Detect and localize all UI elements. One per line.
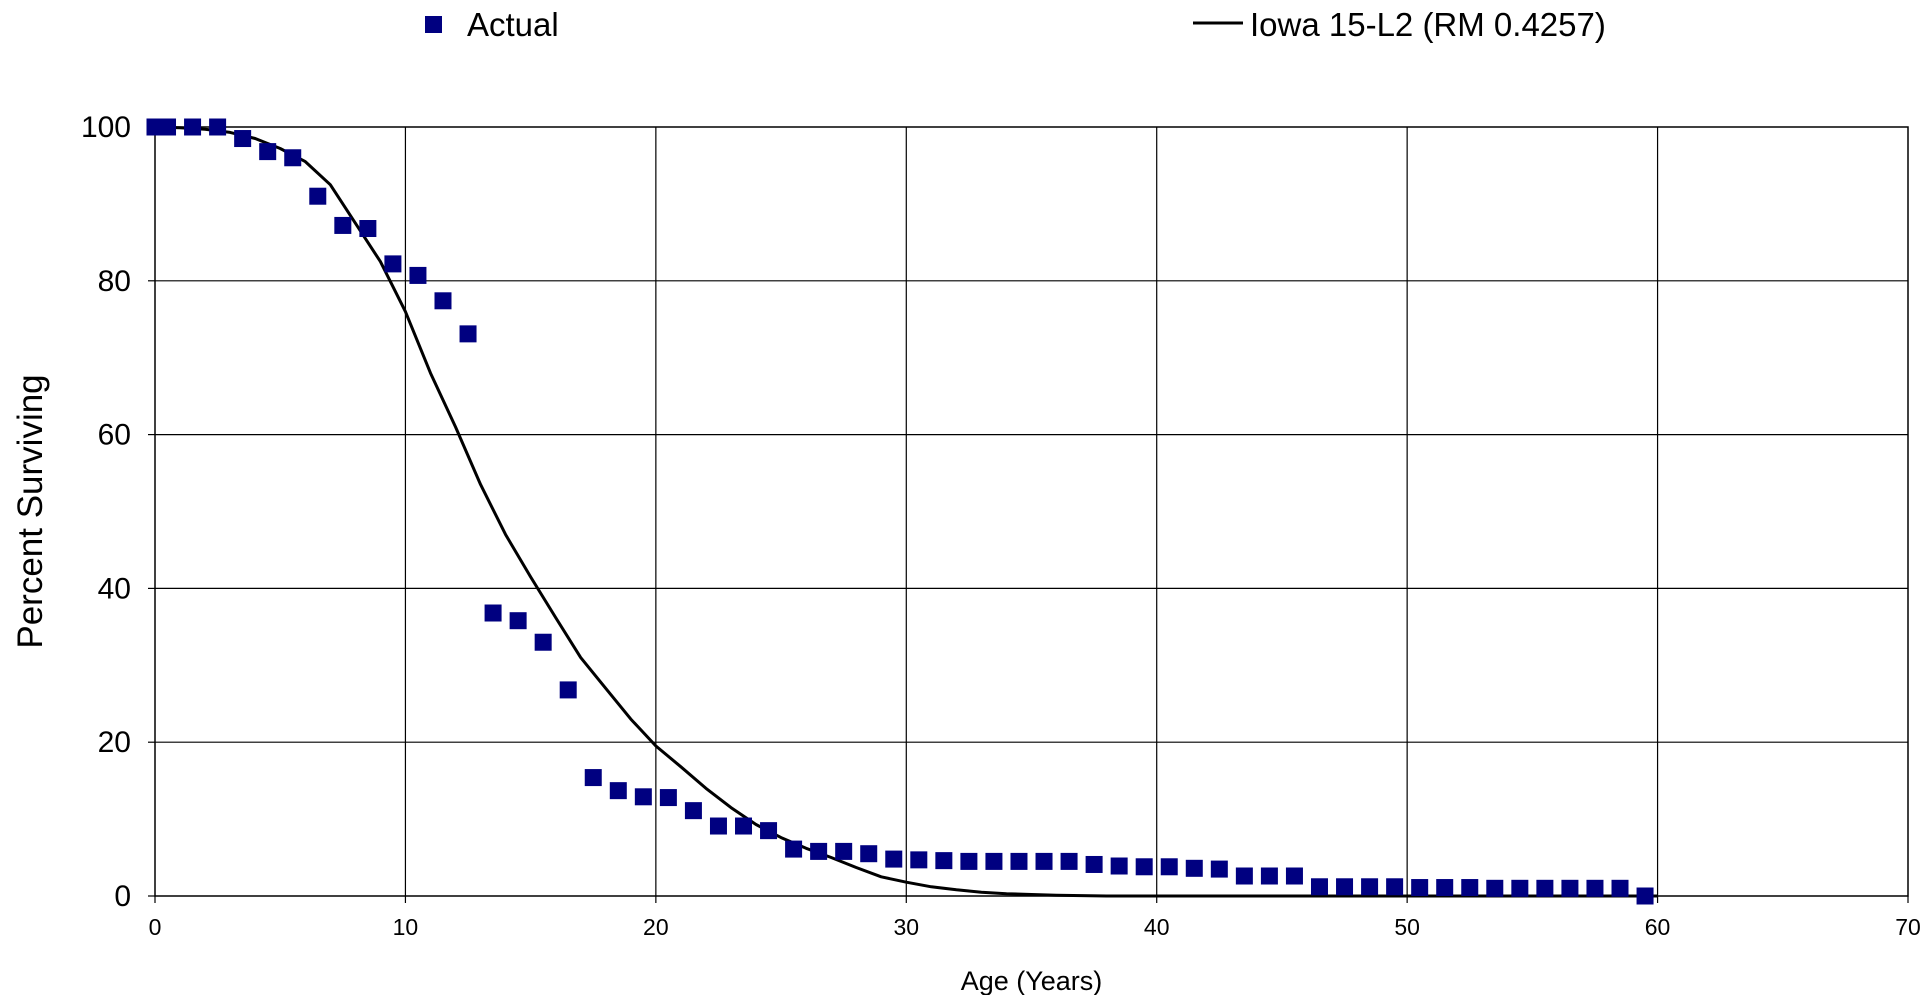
actual-point	[1060, 852, 1078, 870]
actual-point	[1586, 879, 1604, 897]
y-tick-label: 100	[81, 111, 131, 144]
x-axis-title: Age (Years)	[961, 966, 1103, 995]
actual-point	[1636, 887, 1654, 905]
actual-point	[1110, 857, 1128, 875]
actual-point	[1010, 852, 1028, 870]
x-tick-label: 30	[893, 914, 919, 940]
actual-point	[860, 845, 878, 863]
plot-border	[154, 126, 1909, 897]
actual-point	[985, 852, 1003, 870]
actual-point	[760, 822, 778, 840]
actual-point	[1135, 858, 1153, 876]
actual-point	[735, 817, 753, 835]
actual-point	[534, 633, 552, 651]
x-tick-label: 50	[1394, 914, 1420, 940]
actual-point	[309, 187, 327, 205]
actual-point	[434, 292, 452, 310]
actual-point	[1035, 852, 1053, 870]
actual-point	[1160, 858, 1178, 876]
actual-point	[409, 266, 427, 284]
x-tick-label: 70	[1895, 914, 1921, 940]
x-tick-label: 10	[393, 914, 419, 940]
actual-point	[634, 788, 652, 806]
actual-point	[1561, 879, 1579, 897]
actual-point	[1486, 879, 1504, 897]
actual-point	[234, 130, 252, 148]
actual-point	[184, 118, 202, 136]
plot-area	[154, 126, 1909, 897]
y-tick-label: 40	[98, 572, 131, 605]
actual-point	[935, 852, 953, 870]
actual-point	[785, 840, 803, 858]
actual-point	[659, 789, 677, 807]
x-tick-label: 40	[1144, 914, 1170, 940]
actual-point	[810, 842, 828, 860]
actual-point	[209, 118, 227, 136]
actual-point	[584, 769, 602, 787]
actual-point	[1285, 867, 1303, 885]
actual-point	[1386, 878, 1404, 896]
actual-point	[359, 220, 377, 238]
y-tick-label: 80	[98, 265, 131, 298]
x-tick-label: 60	[1645, 914, 1671, 940]
actual-point	[559, 681, 577, 699]
actual-points-layer	[146, 118, 1654, 905]
actual-point	[1185, 859, 1203, 877]
y-axis-title: Percent Surviving	[11, 374, 50, 648]
actual-point	[609, 782, 627, 800]
actual-point	[1260, 867, 1278, 885]
actual-point	[284, 149, 302, 167]
actual-point	[384, 255, 402, 273]
actual-point	[960, 852, 978, 870]
actual-point	[1511, 879, 1529, 897]
legend-label-iowa: Iowa 15-L2 (RM 0.4257)	[1250, 6, 1606, 43]
y-axis-ticks: 0 20 40 60 80 100	[81, 111, 155, 913]
actual-point	[1336, 878, 1354, 896]
y-tick-label: 60	[98, 419, 131, 452]
actual-point	[1536, 879, 1554, 897]
actual-point	[910, 851, 928, 869]
actual-point	[1461, 879, 1479, 897]
actual-point	[334, 216, 352, 234]
actual-point	[1235, 867, 1253, 885]
x-axis-ticks: 0 10 20 30 40 50 60 70	[149, 896, 1921, 940]
x-tick-label: 0	[149, 914, 162, 940]
actual-point	[885, 850, 903, 868]
actual-point	[1411, 879, 1429, 897]
actual-point	[709, 817, 727, 835]
grid-lines	[155, 127, 1908, 896]
actual-point	[684, 802, 702, 820]
legend-label-actual: Actual	[467, 6, 559, 43]
actual-point	[1611, 879, 1629, 897]
iowa-curve-layer	[154, 125, 1658, 898]
y-tick-label: 20	[98, 726, 131, 759]
actual-point	[1310, 878, 1328, 896]
legend: Actual Iowa 15-L2 (RM 0.4257)	[425, 6, 1606, 43]
actual-point	[484, 604, 502, 622]
actual-point	[459, 325, 477, 343]
actual-point	[1210, 860, 1228, 878]
x-tick-label: 20	[643, 914, 669, 940]
actual-point	[509, 612, 527, 630]
actual-point	[835, 842, 853, 860]
actual-point	[1085, 855, 1103, 873]
y-tick-label: 0	[114, 880, 131, 913]
actual-point	[159, 118, 177, 136]
actual-point	[1436, 879, 1454, 897]
actual-point	[259, 143, 277, 161]
legend-marker-actual	[425, 16, 442, 33]
actual-point	[1361, 878, 1379, 896]
iowa-curve-line	[154, 125, 1658, 898]
